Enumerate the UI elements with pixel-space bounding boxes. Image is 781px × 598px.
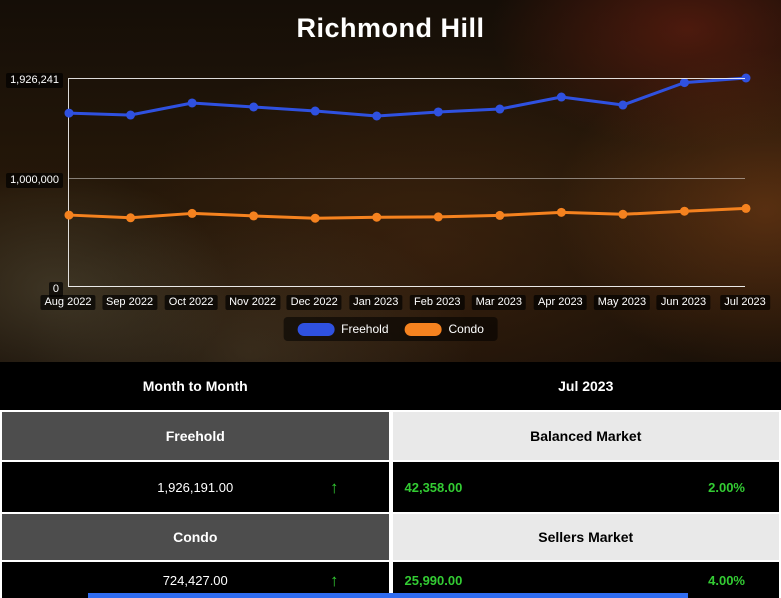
x-axis-label-text: Feb 2023 — [410, 295, 465, 310]
x-axis-label: Dec 2022 — [286, 292, 342, 310]
condo-value-row: 724,427.00 ↑ 25,990.00 4.00% — [0, 562, 781, 598]
freehold-segment-header: Freehold — [0, 410, 391, 462]
plot-area — [64, 73, 751, 287]
condo-point[interactable] — [618, 209, 628, 219]
x-axis-label: Sep 2022 — [101, 292, 158, 310]
y-axis-label: 1,000,000 — [0, 170, 63, 189]
y-axis-label: 1,926,241 — [0, 70, 63, 88]
current-period-label: Jul 2023 — [558, 378, 614, 394]
y-axis-label-text: 0 — [48, 282, 63, 297]
freehold-change-cell: 42,358.00 2.00% — [390, 462, 781, 512]
condo-point[interactable] — [679, 206, 689, 216]
gridline — [69, 178, 745, 180]
freehold-point[interactable] — [126, 110, 136, 120]
x-axis-label: Nov 2022 — [225, 292, 281, 310]
freehold-point[interactable] — [495, 104, 505, 114]
freehold-point[interactable] — [372, 111, 382, 121]
condo-price: 724,427.00 — [162, 572, 228, 588]
legend-item-freehold[interactable]: Freehold — [297, 322, 389, 336]
condo-point[interactable] — [249, 211, 259, 221]
condo-line — [68, 206, 747, 220]
freehold-header-row: Freehold Balanced Market — [0, 410, 781, 462]
condo-point[interactable] — [310, 213, 320, 223]
x-axis-label-text: Dec 2022 — [286, 295, 342, 310]
x-axis-label-text: Jan 2023 — [349, 295, 403, 310]
y-axis-label-text: 1,926,241 — [6, 73, 63, 88]
x-axis-label: Aug 2022 — [40, 292, 96, 310]
condo-up-arrow-icon: ↑ — [330, 570, 339, 590]
x-axis-label: Mar 2023 — [471, 292, 527, 310]
x-axis-label: Oct 2022 — [164, 292, 218, 310]
freehold-market-status: Balanced Market — [390, 410, 781, 462]
x-axis-label: May 2023 — [593, 292, 651, 310]
freehold-line — [68, 76, 747, 118]
condo-change-cell: 25,990.00 4.00% — [390, 562, 781, 598]
x-axis-label-text: Nov 2022 — [225, 295, 281, 310]
x-axis-label-text: Jul 2023 — [720, 295, 770, 310]
freehold-point[interactable] — [618, 100, 628, 110]
freehold-price-cell: 1,926,191.00 ↑ — [0, 462, 391, 512]
freehold-value-row: 1,926,191.00 ↑ 42,358.00 2.00% — [0, 462, 781, 512]
condo-price-cell: 724,427.00 ↑ — [0, 562, 391, 598]
x-axis-label-text: May 2023 — [593, 295, 651, 310]
y-axis-label-text: 1,000,000 — [6, 173, 63, 189]
freehold-legend-swatch — [297, 322, 335, 336]
summary-table: Month to Month Jul 2023 Freehold Balance… — [0, 362, 781, 598]
period-label: Month to Month — [142, 378, 248, 394]
condo-segment-header: Condo — [0, 512, 391, 562]
chart-legend: Freehold Condo — [283, 317, 498, 341]
freehold-price: 1,926,191.00 — [157, 479, 234, 495]
x-axis-label: Apr 2023 — [534, 292, 587, 310]
freehold-point[interactable] — [310, 106, 320, 116]
condo-point[interactable] — [187, 208, 197, 218]
x-axis-label: Jun 2023 — [656, 292, 711, 310]
x-axis-label: Jan 2023 — [349, 292, 403, 310]
x-axis-label-text: Oct 2022 — [164, 295, 218, 310]
condo-change-amount: 25,990.00 — [404, 572, 463, 588]
x-axis-label-text: Mar 2023 — [471, 295, 527, 310]
condo-point[interactable] — [556, 207, 566, 217]
x-axis-label-text: Sep 2022 — [101, 295, 158, 310]
freehold-point[interactable] — [249, 102, 259, 112]
freehold-change-percent: 2.00% — [708, 479, 745, 495]
condo-point[interactable] — [741, 203, 751, 213]
condo-legend-swatch — [404, 322, 442, 336]
freehold-point[interactable] — [556, 92, 566, 102]
gridline — [69, 78, 745, 79]
condo-point[interactable] — [64, 210, 74, 220]
freehold-legend-label: Freehold — [341, 322, 389, 336]
condo-point[interactable] — [372, 212, 382, 222]
x-axis-label-text: Aug 2022 — [40, 295, 96, 310]
freehold-point[interactable] — [187, 98, 197, 108]
condo-point[interactable] — [495, 210, 505, 220]
condo-point[interactable] — [126, 213, 136, 223]
condo-legend-label: Condo — [448, 322, 484, 336]
bottom-scrollbar-thumb[interactable] — [88, 593, 688, 598]
chart-section: Richmond Hill Freehold Condo 1,926,241 1,… — [0, 0, 781, 362]
x-axis-label: Jul 2023 — [720, 292, 770, 310]
condo-point[interactable] — [433, 212, 443, 222]
page-title: Richmond Hill — [296, 13, 485, 43]
freehold-point[interactable] — [679, 78, 689, 88]
condo-market-status: Sellers Market — [390, 512, 781, 562]
table-header-row: Month to Month Jul 2023 — [0, 362, 781, 410]
x-axis-label-text: Jun 2023 — [656, 295, 711, 310]
chart-svg — [64, 73, 751, 223]
freehold-point[interactable] — [433, 107, 443, 117]
x-axis-label-text: Apr 2023 — [534, 295, 587, 310]
condo-header-row: Condo Sellers Market — [0, 512, 781, 562]
y-axis-label: 0 — [0, 279, 63, 297]
condo-change-percent: 4.00% — [708, 572, 745, 588]
x-axis-label: Feb 2023 — [410, 292, 465, 310]
freehold-point[interactable] — [741, 73, 751, 83]
freehold-change-amount: 42,358.00 — [404, 479, 463, 495]
legend-item-condo[interactable]: Condo — [404, 322, 484, 336]
freehold-up-arrow-icon: ↑ — [330, 477, 339, 497]
freehold-point[interactable] — [64, 108, 74, 118]
